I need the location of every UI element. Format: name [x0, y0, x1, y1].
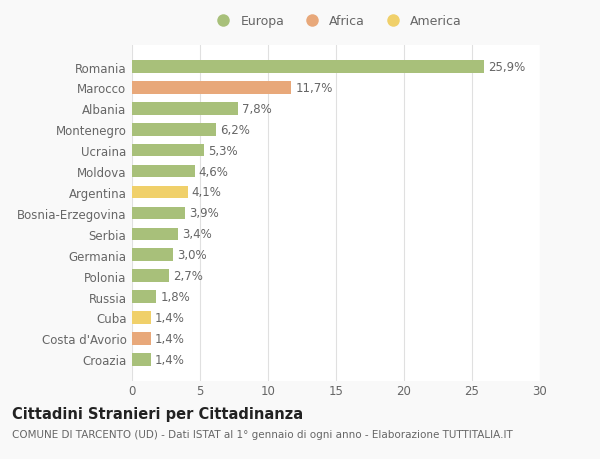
Text: 3,4%: 3,4%: [182, 228, 212, 241]
Legend: Europa, Africa, America: Europa, Africa, America: [205, 10, 467, 33]
Text: Cittadini Stranieri per Cittadinanza: Cittadini Stranieri per Cittadinanza: [12, 406, 303, 421]
Text: 1,8%: 1,8%: [161, 291, 190, 303]
Text: 4,1%: 4,1%: [192, 186, 222, 199]
Bar: [132, 61, 484, 73]
Bar: [132, 312, 151, 324]
Text: 25,9%: 25,9%: [488, 61, 526, 74]
Text: 5,3%: 5,3%: [208, 145, 238, 157]
Text: 1,4%: 1,4%: [155, 311, 185, 324]
Text: COMUNE DI TARCENTO (UD) - Dati ISTAT al 1° gennaio di ogni anno - Elaborazione T: COMUNE DI TARCENTO (UD) - Dati ISTAT al …: [12, 429, 513, 439]
Bar: [132, 145, 204, 157]
Bar: [132, 228, 178, 241]
Bar: [132, 165, 194, 178]
Text: 2,7%: 2,7%: [173, 269, 203, 282]
Bar: [132, 291, 157, 303]
Text: 4,6%: 4,6%: [199, 165, 229, 178]
Text: 7,8%: 7,8%: [242, 103, 272, 116]
Bar: [132, 186, 188, 199]
Bar: [132, 207, 185, 220]
Bar: [132, 249, 173, 262]
Bar: [132, 332, 151, 345]
Text: 3,0%: 3,0%: [177, 249, 206, 262]
Bar: [132, 270, 169, 282]
Bar: [132, 124, 217, 136]
Bar: [132, 82, 291, 95]
Text: 11,7%: 11,7%: [295, 82, 332, 95]
Text: 1,4%: 1,4%: [155, 332, 185, 345]
Text: 6,2%: 6,2%: [220, 123, 250, 136]
Text: 1,4%: 1,4%: [155, 353, 185, 366]
Bar: [132, 353, 151, 366]
Text: 3,9%: 3,9%: [189, 207, 219, 220]
Bar: [132, 103, 238, 115]
